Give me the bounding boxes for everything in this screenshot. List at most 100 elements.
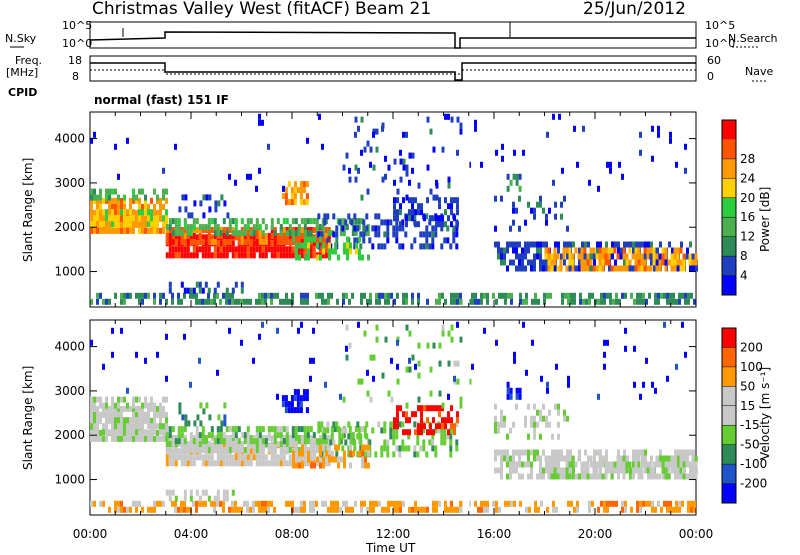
heatmap-cell <box>331 248 334 255</box>
heatmap-cell <box>621 500 624 507</box>
heatmap-cell <box>347 421 351 428</box>
heatmap-cell <box>444 500 447 507</box>
heatmap-cell <box>431 433 435 440</box>
heatmap-cell <box>305 193 309 200</box>
heatmap-cell <box>377 231 381 238</box>
heatmap-cell <box>616 467 620 474</box>
heatmap-cell <box>565 455 569 462</box>
heatmap-cell <box>500 259 503 266</box>
heatmap-cell <box>354 176 358 183</box>
heatmap-cell <box>315 460 319 467</box>
heatmap-cell <box>135 396 138 403</box>
colorbar-tick-label: 100 <box>740 360 763 374</box>
heatmap-cell <box>183 287 187 294</box>
heatmap-cell <box>610 247 614 254</box>
heatmap-cell <box>240 287 244 294</box>
heatmap-cell <box>530 467 533 474</box>
heatmap-cell <box>553 253 557 260</box>
heatmap-cell <box>249 234 253 241</box>
heatmap-cell <box>150 417 153 424</box>
heatmap-cell <box>645 298 648 305</box>
heatmap-cell <box>375 500 378 507</box>
heatmap-cell <box>324 381 327 388</box>
heatmap-cell <box>96 298 99 305</box>
heatmap-cell <box>530 259 533 266</box>
heatmap-cell <box>339 393 342 400</box>
heatmap-cell <box>240 460 244 467</box>
heatmap-cell <box>321 224 325 231</box>
heatmap-cell <box>515 265 518 272</box>
heatmap-cell <box>545 259 548 266</box>
heatmap-cell <box>330 292 333 299</box>
heatmap-cell <box>159 500 162 507</box>
heatmap-cell <box>450 500 453 507</box>
heatmap-cell <box>156 197 159 204</box>
heatmap-cell <box>693 298 696 305</box>
heatmap-cell <box>144 402 147 409</box>
heatmap-cell <box>342 292 345 299</box>
heatmap-cell <box>506 393 510 400</box>
heatmap-cell <box>524 461 527 468</box>
heatmap-cell <box>521 461 524 468</box>
heatmap-cell <box>195 252 199 259</box>
heatmap-cell <box>330 506 333 513</box>
heatmap-cell <box>551 467 554 474</box>
heatmap-cell <box>440 433 444 440</box>
heatmap-cell <box>246 298 249 305</box>
heatmap-cell <box>655 461 659 468</box>
heatmap-cell <box>105 435 108 442</box>
heatmap-cell <box>411 292 414 299</box>
heatmap-cell <box>210 442 214 449</box>
heatmap-cell <box>99 435 102 442</box>
heatmap-cell <box>267 500 270 507</box>
heatmap-cell <box>304 254 307 261</box>
xtick-label: 04:00 <box>174 527 209 541</box>
heatmap-cell <box>132 405 135 412</box>
heatmap-cell <box>671 247 674 254</box>
heatmap-cell <box>545 467 548 474</box>
heatmap-cell <box>201 454 205 461</box>
heatmap-cell <box>201 234 205 241</box>
heatmap-cell <box>364 444 367 451</box>
heatmap-cell <box>609 500 612 507</box>
heatmap-cell <box>150 197 153 204</box>
heatmap-cell <box>666 506 669 513</box>
heatmap-cell <box>679 461 683 468</box>
heatmap-cell <box>285 432 289 439</box>
heatmap-cell <box>449 439 453 446</box>
colorbar-tick-label: -50 <box>740 438 760 452</box>
heatmap-cell <box>513 351 516 358</box>
heatmap-cell <box>117 396 120 403</box>
heatmap-cell <box>126 221 129 228</box>
heatmap-cell <box>432 405 435 412</box>
heatmap-cell <box>216 369 219 376</box>
heatmap-cell <box>234 246 238 253</box>
heatmap-cell <box>377 421 381 428</box>
heatmap-cell <box>183 438 187 445</box>
heatmap-cell <box>616 461 620 468</box>
heatmap-cell <box>417 209 420 216</box>
heatmap-cell <box>679 473 683 480</box>
heatmap-cell <box>264 506 267 513</box>
heatmap-cell <box>138 215 141 222</box>
heatmap-cell <box>303 500 306 507</box>
heatmap-cell <box>228 454 232 461</box>
heatmap-cell <box>332 231 336 238</box>
heatmap-cell <box>204 298 207 305</box>
heatmap-cell <box>390 292 393 299</box>
heatmap-cell <box>181 414 185 421</box>
heatmap-cell <box>299 407 303 414</box>
heatmap-cell <box>150 221 153 228</box>
heatmap-cell <box>108 227 111 234</box>
heatmap-cell <box>207 432 211 439</box>
heatmap-cell <box>357 426 361 433</box>
heatmap-cell <box>183 233 187 239</box>
heatmap-cell <box>279 426 283 433</box>
heatmap-cell <box>339 506 342 513</box>
heatmap-cell <box>342 396 346 403</box>
heatmap-cell <box>348 176 352 183</box>
heatmap-cell <box>138 417 141 424</box>
heatmap-cell <box>646 253 650 260</box>
heatmap-cell <box>180 298 183 305</box>
heatmap-cell <box>255 447 259 453</box>
